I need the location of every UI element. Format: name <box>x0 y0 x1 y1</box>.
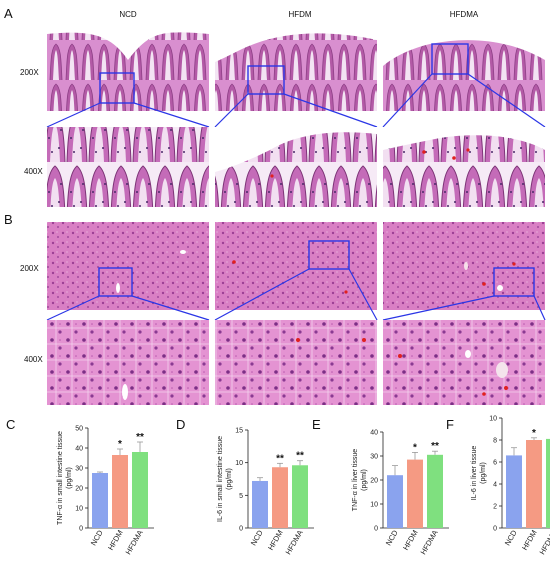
y-tick-label: 15 <box>235 428 243 435</box>
chart-f: 0 2 4 6 8 10 IL-6 in liver tissue (pg/ml) NCD * HF… <box>471 416 550 557</box>
y-tick-label: 30 <box>370 454 378 461</box>
category-label: HFDMA <box>419 529 440 557</box>
chart-e: 0 10 20 30 40 TNF-α in liver tissue (pg/ml) NCD… <box>352 430 449 557</box>
y-tick-label: 2 <box>493 504 497 511</box>
column-label-hfdma: HFDMA <box>449 10 479 19</box>
mag-label-a-high: 400X <box>24 167 43 176</box>
y-axis-label: (pg/ml) <box>361 469 368 491</box>
bar-ncd <box>252 480 268 528</box>
significance-marker: ** <box>431 441 439 452</box>
y-axis-label: IL-6 in small intestine tissue <box>217 436 224 522</box>
y-axis-label: TNF-α in liver tissue <box>352 449 359 511</box>
y-tick-label: 0 <box>239 526 243 533</box>
micrograph-b-hfdm-400x <box>215 320 377 405</box>
y-axis-label: (pg/ml) <box>226 468 233 490</box>
category-label: NCD <box>249 528 265 547</box>
column-label-ncd: NCD <box>119 10 137 19</box>
bar-hfdma <box>292 465 308 528</box>
y-axis-label: (pg/ml) <box>480 462 487 484</box>
significance-marker: * <box>413 442 417 453</box>
panel-label-a: A <box>4 6 13 21</box>
category-label: HFDM <box>401 529 420 552</box>
y-tick-label: 6 <box>493 460 497 467</box>
micrograph-b-ncd-200x <box>47 222 209 310</box>
y-tick-label: 10 <box>489 416 497 423</box>
zoom-box-a-hfdma <box>431 43 469 75</box>
y-tick-label: 0 <box>374 526 378 533</box>
panel-label-e: E <box>312 417 321 432</box>
bar-ncd <box>387 475 403 528</box>
category-label: HFDMA <box>538 529 550 557</box>
panel-label-f: F <box>446 417 454 432</box>
y-tick-label: 5 <box>239 493 243 500</box>
category-label: NCD <box>89 528 105 547</box>
bar-hfdm <box>112 455 128 528</box>
bar-hfdma <box>546 438 550 528</box>
significance-marker: ** <box>296 451 304 462</box>
y-tick-label: 8 <box>493 438 497 445</box>
category-label: NCD <box>384 528 400 547</box>
category-label: HFDMA <box>284 529 305 557</box>
y-tick-label: 30 <box>75 466 83 473</box>
panel-label-d: D <box>176 417 186 432</box>
micrograph-b-hfdma-400x <box>383 320 545 405</box>
category-label: HFDMA <box>124 529 145 557</box>
micrograph-b-ncd-400x <box>47 320 209 405</box>
panel-label-b: B <box>4 212 13 227</box>
chart-c: 0 10 20 30 40 50 TNF-α in small intestine tiss… <box>57 426 154 557</box>
bar-ncd <box>506 455 522 528</box>
category-label: HFDM <box>520 529 539 552</box>
bar-hfdm <box>272 467 288 528</box>
y-tick-label: 10 <box>75 506 83 513</box>
category-label: NCD <box>503 528 519 547</box>
bar-ncd <box>92 473 108 528</box>
y-tick-label: 40 <box>75 446 83 453</box>
y-tick-label: 0 <box>493 526 497 533</box>
y-tick-label: 20 <box>75 486 83 493</box>
mag-label-b-high: 400X <box>24 355 43 364</box>
bar-hfdm <box>407 459 423 528</box>
y-tick-label: 10 <box>370 502 378 509</box>
significance-marker: ** <box>276 453 284 464</box>
y-tick-label: 4 <box>493 482 497 489</box>
micrograph-a-ncd-400x <box>47 127 209 207</box>
mag-label-a-low: 200X <box>20 68 39 77</box>
zoom-box-b-ncd <box>98 267 133 297</box>
chart-d: 0 5 10 15 IL-6 in small intestine tissue (pg/… <box>217 428 314 557</box>
micrograph-b-hfdm-200x <box>215 222 377 310</box>
significance-marker: ** <box>136 432 144 443</box>
zoom-box-b-hfdma <box>493 267 535 297</box>
mag-label-b-low: 200X <box>20 264 39 273</box>
y-axis-label: TNF-α in small intestine tissue <box>57 431 64 525</box>
y-tick-label: 10 <box>235 460 243 467</box>
zoom-box-b-hfdm <box>308 240 350 270</box>
category-label: HFDM <box>106 529 125 552</box>
category-label: HFDM <box>266 529 285 552</box>
bar-hfdma <box>427 454 443 528</box>
y-axis-label: IL-6 in liver tissue <box>471 446 478 501</box>
y-tick-label: 50 <box>75 426 83 433</box>
bar-hfdma <box>132 452 148 528</box>
panel-label-c: C <box>6 417 16 432</box>
bar-hfdm <box>526 440 542 528</box>
significance-marker: * <box>532 428 536 439</box>
y-axis-label: (pg/ml) <box>66 467 73 489</box>
y-tick-label: 40 <box>370 430 378 437</box>
column-label-hfdm: HFDM <box>288 10 312 19</box>
significance-marker: * <box>118 439 122 450</box>
zoom-box-a-hfdm <box>247 65 285 95</box>
zoom-box-a-ncd <box>99 72 135 104</box>
y-tick-label: 20 <box>370 478 378 485</box>
micrograph-figure <box>46 26 546 405</box>
y-tick-label: 0 <box>79 526 83 533</box>
